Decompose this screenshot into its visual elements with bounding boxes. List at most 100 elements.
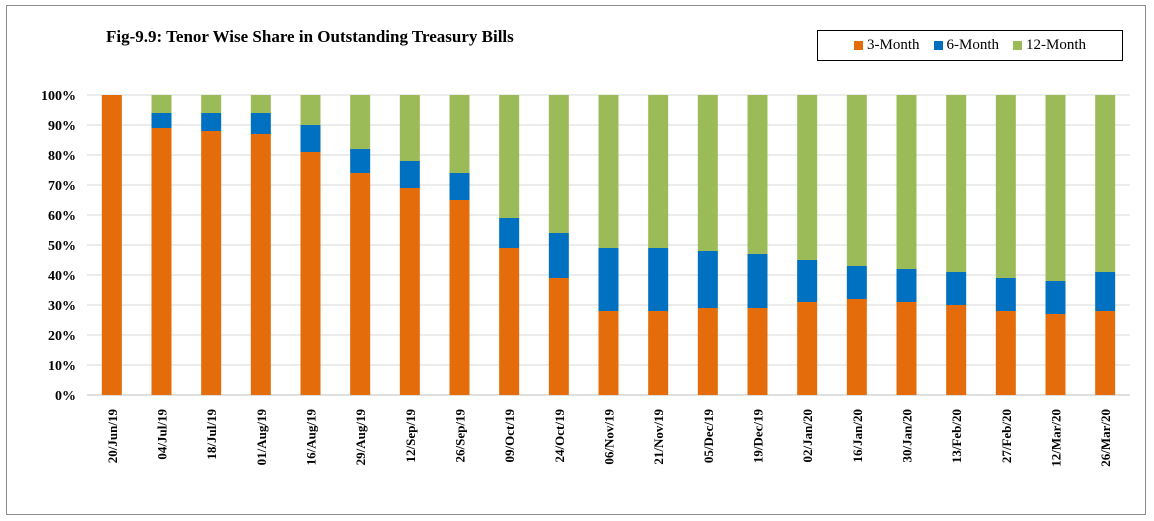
- bar-segment-3-month: [399, 188, 420, 395]
- bar-segment-12-month: [300, 95, 321, 125]
- x-tick-label: 16/Aug/19: [304, 409, 319, 466]
- bar-segment-12-month: [499, 95, 520, 218]
- bar-segment-12-month: [648, 95, 669, 248]
- x-tick-label: 26/Sep/19: [453, 409, 468, 463]
- bar-segment-12-month: [598, 95, 619, 248]
- bar-segment-6-month: [250, 113, 271, 134]
- bar-segment-6-month: [648, 248, 669, 311]
- x-tick-label: 16/Jan/20: [850, 409, 865, 462]
- bar-segment-12-month: [797, 95, 818, 260]
- legend-swatch-6-month: [933, 41, 943, 50]
- bar-segment-6-month: [1095, 272, 1116, 311]
- legend-swatch-12-month: [1013, 41, 1022, 50]
- x-tick-label: 21/Nov/19: [651, 409, 666, 465]
- bar-segment-6-month: [946, 272, 967, 305]
- x-tick-label: 02/Jan/20: [800, 409, 815, 462]
- y-tick-label: 60%: [48, 209, 76, 224]
- chart-legend: 3-Month 6-Month 12-Month: [817, 30, 1123, 61]
- bar-segment-6-month: [995, 278, 1016, 311]
- x-tick-label: 12/Sep/19: [403, 409, 418, 463]
- legend-item-12-month: 12-Month: [1013, 37, 1086, 54]
- bar-segment-3-month: [1095, 311, 1116, 395]
- legend-label-12-month: 12-Month: [1026, 37, 1086, 53]
- bar-segment-3-month: [995, 311, 1016, 395]
- x-tick-label: 20/Jun/19: [105, 409, 120, 464]
- bar-segment-6-month: [598, 248, 619, 311]
- bar-segment-3-month: [350, 173, 371, 395]
- bar-segment-3-month: [598, 311, 619, 395]
- bar-segment-3-month: [300, 152, 321, 395]
- y-tick-label: 30%: [48, 299, 76, 314]
- bar-segment-3-month: [1045, 314, 1066, 395]
- bar-segment-3-month: [697, 308, 718, 395]
- x-tick-label: 01/Aug/19: [254, 409, 269, 466]
- bar-segment-12-month: [548, 95, 569, 233]
- bar-segment-6-month: [896, 269, 917, 302]
- bar-segment-3-month: [499, 248, 520, 395]
- bar-segment-6-month: [697, 251, 718, 308]
- x-tick-label: 29/Aug/19: [353, 409, 368, 466]
- bar-segment-12-month: [946, 95, 967, 272]
- legend-label-3-month: 3-Month: [867, 37, 920, 53]
- bar-segment-6-month: [1045, 281, 1066, 314]
- x-tick-label: 09/Oct/19: [502, 409, 517, 463]
- bar-segment-12-month: [201, 95, 222, 113]
- bar-segment-3-month: [648, 311, 669, 395]
- bar-segment-6-month: [499, 218, 520, 248]
- y-tick-label: 40%: [48, 269, 76, 284]
- bar-segment-6-month: [300, 125, 321, 152]
- y-tick-label: 0%: [55, 389, 76, 404]
- bar-segment-12-month: [1095, 95, 1116, 272]
- bar-segment-12-month: [995, 95, 1016, 278]
- x-tick-label: 27/Feb/20: [999, 409, 1014, 463]
- x-tick-label: 18/Jul/19: [204, 409, 219, 460]
- bar-segment-6-month: [350, 149, 371, 173]
- bar-segment-6-month: [201, 113, 222, 131]
- bar-segment-6-month: [846, 266, 867, 299]
- bar-segment-12-month: [449, 95, 470, 173]
- legend-item-3-month: 3-Month: [854, 37, 920, 54]
- x-tick-label: 12/Mar/20: [1049, 409, 1064, 467]
- chart-title: Fig-9.9: Tenor Wise Share in Outstanding…: [106, 27, 514, 46]
- bar-segment-3-month: [101, 95, 122, 395]
- x-tick-label: 26/Mar/20: [1098, 409, 1113, 467]
- bar-segment-12-month: [399, 95, 420, 161]
- x-tick-label: 05/Dec/19: [701, 409, 716, 464]
- bar-segment-3-month: [747, 308, 768, 395]
- bar-segment-3-month: [548, 278, 569, 395]
- bar-segment-3-month: [896, 302, 917, 395]
- y-tick-label: 100%: [41, 89, 76, 104]
- bar-segment-6-month: [797, 260, 818, 302]
- bar-segment-6-month: [747, 254, 768, 308]
- bar-segment-12-month: [1045, 95, 1066, 281]
- bar-segment-3-month: [201, 131, 222, 395]
- legend-swatch-3-month: [854, 41, 863, 50]
- bar-segment-12-month: [896, 95, 917, 269]
- x-tick-label: 19/Dec/19: [751, 409, 766, 464]
- bar-segment-3-month: [449, 200, 470, 395]
- x-tick-label: 30/Jan/20: [900, 409, 915, 462]
- y-tick-label: 90%: [48, 119, 76, 134]
- x-tick-label: 24/Oct/19: [552, 409, 567, 463]
- bar-segment-6-month: [399, 161, 420, 188]
- y-tick-label: 70%: [48, 179, 76, 194]
- bar-segment-6-month: [449, 173, 470, 200]
- bar-segment-3-month: [250, 134, 271, 395]
- y-tick-label: 10%: [48, 359, 76, 374]
- bar-segment-3-month: [797, 302, 818, 395]
- bar-segment-12-month: [250, 95, 271, 113]
- y-tick-label: 80%: [48, 149, 76, 164]
- bar-segment-12-month: [697, 95, 718, 251]
- bar-segment-3-month: [846, 299, 867, 395]
- y-tick-label: 50%: [48, 239, 76, 254]
- y-tick-label: 20%: [48, 329, 76, 344]
- x-tick-label: 06/Nov/19: [602, 409, 617, 465]
- legend-item-6-month: 6-Month: [933, 37, 999, 54]
- bar-segment-12-month: [350, 95, 371, 149]
- x-tick-label: 04/Jul/19: [155, 409, 170, 460]
- bar-segment-6-month: [548, 233, 569, 278]
- bar-segment-12-month: [151, 95, 172, 113]
- bar-segment-3-month: [946, 305, 967, 395]
- bar-segment-3-month: [151, 128, 172, 395]
